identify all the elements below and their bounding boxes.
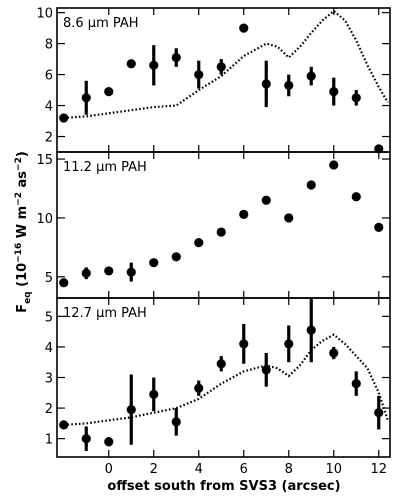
- data-point: [239, 339, 249, 349]
- data-point: [194, 69, 204, 80]
- data-point: [261, 195, 271, 205]
- y-axis-label: Feq (10−16 W m−2 as−2): [14, 151, 33, 313]
- chart-panel-1: 2 4 6 8 10 8.6 µm PAH: [36, 7, 391, 154]
- chart-panel-2: 5 10 15 11.2 µm PAH: [36, 151, 391, 299]
- y-tick-label: 5: [45, 271, 53, 286]
- data-point: [351, 379, 361, 389]
- y-tick-label: 2: [45, 131, 53, 146]
- data-point: [149, 389, 159, 399]
- data-point: [126, 59, 136, 69]
- data-point: [126, 405, 136, 415]
- y-tick-label: 10: [36, 7, 53, 22]
- data-point: [104, 87, 114, 97]
- panel-label: 11.2 µm PAH: [63, 160, 147, 175]
- data-point: [81, 268, 91, 278]
- data-point: [374, 222, 384, 232]
- data-point: [284, 213, 294, 223]
- y-tick-label: 4: [45, 100, 53, 115]
- data-point: [239, 209, 249, 220]
- x-tick-label: 12: [370, 462, 387, 477]
- data-point: [374, 408, 384, 418]
- data-point: [284, 339, 294, 349]
- data-point: [351, 93, 361, 103]
- data-point: [261, 79, 271, 89]
- data-point: [261, 365, 271, 375]
- y-tick-label: 2: [45, 402, 53, 417]
- data-point: [306, 71, 316, 81]
- data-point: [59, 113, 69, 123]
- data-point: [104, 266, 114, 276]
- x-tick-label: 2: [150, 462, 158, 477]
- data-point: [104, 437, 114, 447]
- data-point: [351, 192, 361, 202]
- data-point: [239, 23, 249, 33]
- data-point: [216, 62, 226, 72]
- x-axis: 0 2 4 6 8 10 12: [105, 462, 387, 477]
- panel-frame: [56, 297, 391, 458]
- data-point: [171, 252, 181, 262]
- x-tick-label: 6: [240, 462, 248, 477]
- data-point: [329, 87, 339, 97]
- data-point: [81, 434, 91, 444]
- y-tick-label: 10: [36, 212, 53, 227]
- y-tick-label: 5: [45, 310, 53, 325]
- data-point: [149, 258, 159, 268]
- x-tick-label: 10: [325, 462, 342, 477]
- x-tick-label: 0: [105, 462, 113, 477]
- data-point: [329, 348, 339, 358]
- x-tick-label: 8: [285, 462, 293, 477]
- y-tick-label: 4: [45, 341, 53, 356]
- data-point: [284, 80, 294, 91]
- data-point: [216, 227, 226, 237]
- data-point: [171, 417, 181, 427]
- data-point: [59, 278, 69, 288]
- data-point: [81, 93, 91, 103]
- panel-label: 8.6 µm PAH: [63, 16, 139, 31]
- data-point: [59, 420, 69, 430]
- data-point: [216, 359, 226, 369]
- panel-label: 12.7 µm PAH: [63, 306, 147, 321]
- data-point: [194, 383, 204, 393]
- y-tick-label: 8: [45, 38, 53, 53]
- y-tick-label: 1: [45, 433, 53, 448]
- y-tick-label: 3: [45, 372, 53, 387]
- x-axis-label: offset south from SVS3 (arcsec): [107, 479, 340, 494]
- data-point: [306, 325, 316, 335]
- x-tick-label: 4: [195, 462, 203, 477]
- data-point: [126, 267, 136, 277]
- data-point: [149, 60, 159, 70]
- chart-panel-3: 1 2 3 4 5 12.7 µm PAH: [45, 297, 391, 458]
- y-tick-label: 15: [36, 153, 53, 168]
- data-point: [171, 52, 181, 63]
- data-point: [329, 160, 339, 170]
- data-point: [306, 180, 316, 190]
- data-point: [194, 238, 204, 248]
- y-tick-label: 6: [45, 69, 53, 84]
- model-curve: [63, 333, 389, 426]
